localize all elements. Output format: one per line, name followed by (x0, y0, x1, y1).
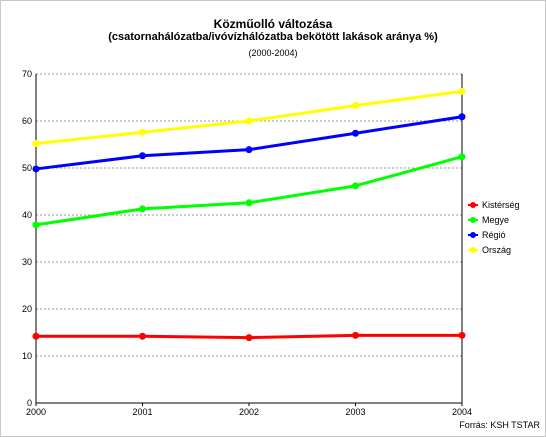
data-point (139, 205, 146, 213)
legend-label: Kistérség (482, 199, 520, 210)
legend-swatch (468, 231, 478, 239)
y-tick-label: 10 (22, 351, 32, 361)
legend-swatch (468, 201, 478, 209)
data-point (32, 332, 40, 340)
legend-swatch (468, 246, 478, 254)
y-tick-label: 30 (22, 257, 32, 267)
series-line-3 (35, 89, 463, 146)
chart-period: (2000-2004) (248, 48, 298, 58)
data-point (245, 117, 253, 125)
legend-item: Megye (468, 212, 520, 227)
data-point (245, 199, 253, 207)
legend-swatch (468, 216, 478, 224)
y-tick-label: 70 (22, 69, 32, 79)
x-tick-label: 2003 (345, 407, 365, 417)
legend-label: Ország (482, 244, 512, 255)
y-tick-label: 60 (22, 116, 32, 126)
series-layer (32, 87, 466, 342)
legend-item: Kistérség (468, 197, 520, 212)
data-point (139, 128, 146, 136)
chart-legend: Kistérség Megye Régió Ország (468, 197, 520, 257)
tick-label-layer: 0 10 20 30 40 50 60 70 2000 2001 2002 2003 2004 (22, 69, 472, 417)
y-tick-label: 20 (22, 304, 32, 314)
data-point (352, 101, 359, 109)
legend-item: Régió (468, 227, 520, 242)
data-point (139, 332, 146, 340)
data-point (245, 334, 253, 342)
series-line-2 (35, 115, 463, 171)
chart-title-block: Közműolló változása (csatornahálózatba/i… (0, 18, 546, 60)
x-tick-label: 2002 (239, 407, 259, 417)
source-note: Forrás: KSH TSTAR (459, 420, 540, 430)
data-point (352, 182, 359, 190)
data-point (352, 331, 359, 339)
legend-item: Ország (468, 242, 520, 257)
data-point (32, 140, 40, 148)
data-point (245, 146, 253, 154)
x-tick-label: 2000 (26, 407, 46, 417)
chart-title: Közműolló változása (213, 17, 333, 31)
x-tick-label: 2004 (452, 407, 472, 417)
data-point (458, 113, 466, 121)
x-tick-label: 2001 (132, 407, 152, 417)
legend-label: Régió (482, 229, 506, 240)
legend-label: Megye (482, 214, 510, 225)
chart-subtitle: (csatornahálózatba/ivóvízhálózatba beköt… (108, 31, 438, 43)
data-point (139, 152, 146, 160)
data-point (458, 331, 466, 339)
data-point (32, 221, 40, 229)
data-point (32, 165, 40, 173)
data-point (458, 87, 466, 95)
y-tick-label: 50 (22, 163, 32, 173)
y-tick-label: 40 (22, 210, 32, 220)
data-point (352, 129, 359, 137)
data-point (458, 153, 466, 161)
axes-layer (35, 74, 463, 406)
y-tick-label: 0 (27, 398, 32, 408)
